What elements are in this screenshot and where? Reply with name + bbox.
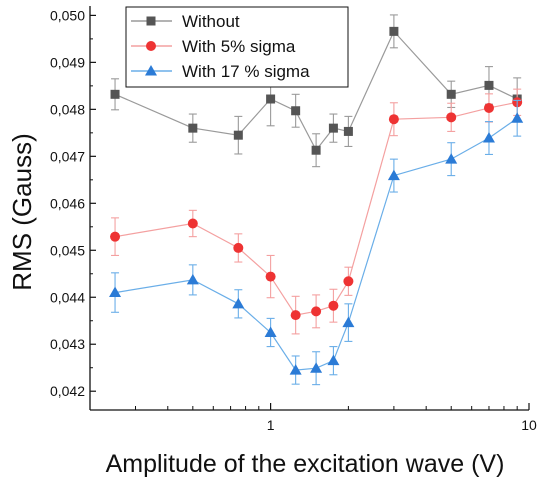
data-point	[188, 123, 198, 133]
data-point	[186, 273, 199, 285]
y-tick-label: 0,043	[50, 336, 85, 352]
legend-item: With 17 % sigma	[131, 62, 310, 81]
legend-label: With 5% sigma	[182, 37, 296, 56]
data-point	[483, 102, 494, 113]
legend-marker	[145, 65, 157, 76]
data-point	[109, 286, 122, 298]
y-tick-label: 0,049	[50, 54, 85, 70]
data-point	[389, 26, 399, 36]
data-point	[110, 89, 120, 99]
data-point	[482, 132, 495, 143]
data-point	[310, 362, 323, 373]
data-point	[388, 114, 399, 125]
y-axis-ticks: 0,042 0,043 0,044 0,045 0,046 0,047 0,048 0,049…	[50, 7, 96, 399]
legend-item: With 5% sigma	[131, 37, 296, 56]
data-point	[387, 169, 400, 181]
data-point	[511, 112, 524, 123]
data-point	[233, 130, 243, 140]
series-line	[114, 117, 518, 371]
data-point	[232, 297, 245, 309]
y-tick-label: 0,046	[50, 195, 85, 211]
legend-marker	[146, 16, 156, 26]
x-axis-ticks: 1 10	[89, 403, 537, 433]
y-tick-label: 0,050	[50, 7, 85, 23]
data-point	[445, 153, 458, 164]
data-point	[110, 231, 121, 242]
data-point	[289, 364, 302, 375]
data-point	[343, 276, 354, 287]
x-tick-label: 1	[267, 417, 275, 433]
data-point	[328, 123, 338, 133]
series-3	[109, 99, 524, 386]
series-2	[110, 88, 523, 335]
series-line	[114, 30, 518, 152]
data-point	[291, 106, 301, 116]
x-tick-label: 10	[521, 417, 537, 433]
series-line	[114, 101, 518, 316]
y-tick-label: 0,042	[50, 383, 85, 399]
data-point	[187, 218, 198, 229]
legend-item: Without	[131, 12, 240, 31]
data-point	[484, 80, 494, 90]
data-point	[327, 354, 340, 366]
data-point	[343, 126, 353, 136]
legend-marker	[146, 41, 156, 51]
data-point	[311, 306, 322, 317]
y-tick-label: 0,045	[50, 242, 85, 258]
y-tick-label: 0,044	[50, 289, 85, 305]
data-point	[266, 94, 276, 104]
data-point	[446, 112, 457, 123]
legend: Without With 5% sigma With 17 % sigma	[125, 6, 349, 88]
data-point	[264, 326, 277, 337]
y-tick-label: 0,047	[50, 148, 85, 164]
legend-label: With 17 % sigma	[182, 62, 310, 81]
data-point	[342, 316, 355, 328]
series-layer	[109, 14, 524, 386]
plot-frame	[89, 6, 529, 411]
data-point	[233, 242, 244, 253]
data-point	[290, 310, 301, 321]
data-point	[265, 271, 276, 282]
data-point	[446, 89, 456, 99]
data-point	[311, 145, 321, 155]
y-tick-label: 0,048	[50, 101, 85, 117]
y-axis-label: RMS (Gauss)	[7, 133, 37, 290]
x-axis-label: Amplitude of the excitation wave (V)	[106, 450, 505, 478]
legend-label: Without	[182, 12, 240, 31]
data-point	[328, 300, 339, 311]
